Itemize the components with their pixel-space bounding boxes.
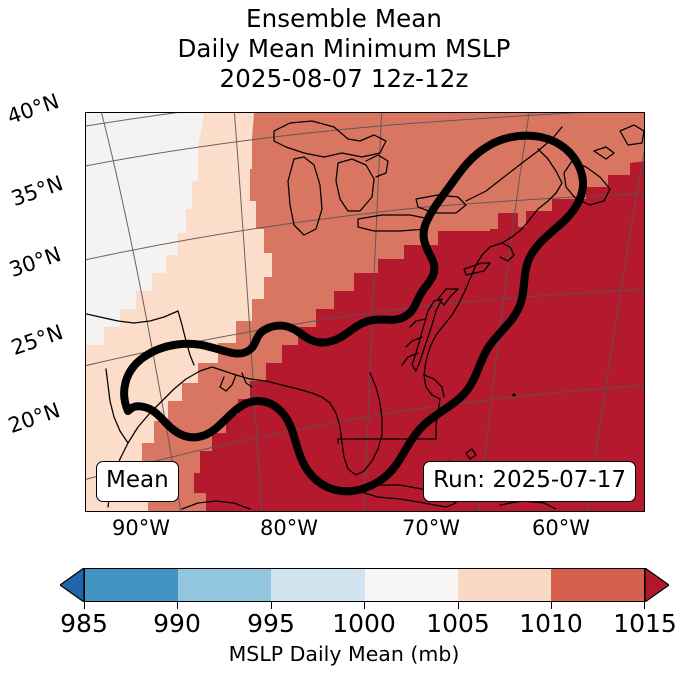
fill-notch-salmon-upper-right [478, 217, 490, 231]
colorbar-band-995-1000[interactable] [271, 569, 365, 601]
colorbar-band-1010-1015[interactable] [550, 569, 645, 601]
colorbar-tick-1015 [644, 602, 646, 609]
colorbar-ticklabel-990: 990 [153, 609, 201, 638]
lat-label-20N: 20°N [5, 398, 64, 438]
mslp-contour-line [120, 131, 587, 496]
colorbar-tick-1010 [551, 602, 553, 609]
colorbar-extend-right-arrow [645, 568, 669, 602]
colorbar-ticklabel-1005: 1005 [426, 609, 490, 638]
lon-label-80W: 80°W [260, 516, 318, 540]
title-line-1: Ensemble Mean [246, 4, 442, 33]
run-annotation-box: Run: 2025-07-17 [423, 461, 636, 502]
map-graphic [86, 113, 644, 511]
colorbar-ticklabel-995: 995 [247, 609, 295, 638]
colorbar-tick-990 [177, 602, 179, 609]
colorbar-bands[interactable] [84, 568, 645, 602]
lon-label-70W: 70°W [402, 516, 460, 540]
colorbar-band-985-990[interactable] [85, 569, 179, 601]
colorbar-tick-labels: 985 990 995 1000 1005 1010 1015 [0, 609, 688, 643]
lat-label-40N: 40°N [4, 89, 63, 129]
colorbar-tick-1005 [458, 602, 460, 609]
title-line-3: 2025-08-07 12z-12z [219, 63, 469, 93]
title-line-2: Daily Mean Minimum MSLP [177, 33, 511, 63]
colorbar-tick-995 [271, 602, 273, 609]
colorbar-axis-label: MSLP Daily Mean (mb) [228, 642, 460, 666]
mean-annotation-box: Mean [96, 461, 179, 502]
colorbar-extend-left-arrow [60, 568, 84, 602]
colorbar-ticklabel-1010: 1010 [519, 609, 583, 638]
lat-label-25N: 25°N [8, 320, 67, 360]
map-frame [85, 112, 645, 512]
colorbar-ticklabel-985: 985 [60, 609, 108, 638]
map-panel[interactable]: Mean Run: 2025-07-17 [85, 112, 645, 512]
lon-label-90W: 90°W [112, 516, 170, 540]
lat-label-35N: 35°N [8, 171, 67, 211]
colorbar-tick-985 [84, 602, 86, 609]
colorbar[interactable]: 985 990 995 1000 1005 1010 1015 MSLP Dai… [0, 560, 688, 674]
colorbar-tick-1000 [364, 602, 366, 609]
colorbar-band-990-995[interactable] [178, 569, 272, 601]
lon-label-60W: 60°W [532, 516, 590, 540]
colorbar-band-1000-1005[interactable] [364, 569, 458, 601]
lat-label-30N: 30°N [6, 242, 65, 282]
colorbar-band-1005-1010[interactable] [457, 569, 551, 601]
page-title: Ensemble Mean Daily Mean Minimum MSLP 20… [0, 4, 688, 94]
colorbar-ticklabel-1000: 1000 [332, 609, 396, 638]
colorbar-ticks [0, 602, 688, 610]
colorbar-ticklabel-1015: 1015 [613, 609, 677, 638]
